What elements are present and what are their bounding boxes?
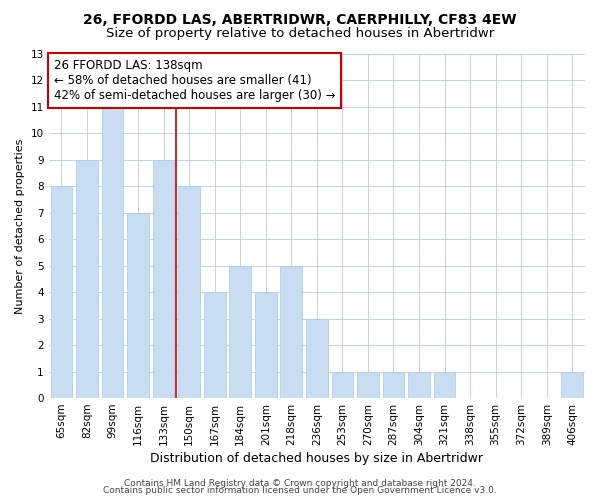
Bar (434, 372, 455, 398)
Text: Contains public sector information licensed under the Open Government Licence v3: Contains public sector information licen… (103, 486, 497, 495)
Bar (127, 213, 149, 398)
Bar (50, 186, 72, 398)
Bar (306, 318, 328, 398)
Bar (204, 292, 226, 398)
Text: 26, FFORDD LAS, ABERTRIDWR, CAERPHILLY, CF83 4EW: 26, FFORDD LAS, ABERTRIDWR, CAERPHILLY, … (83, 12, 517, 26)
Bar (408, 372, 430, 398)
Bar (332, 372, 353, 398)
Bar (280, 266, 302, 398)
Bar (357, 372, 379, 398)
Text: Contains HM Land Registry data © Crown copyright and database right 2024.: Contains HM Land Registry data © Crown c… (124, 478, 476, 488)
Y-axis label: Number of detached properties: Number of detached properties (15, 138, 25, 314)
Bar (383, 372, 404, 398)
Bar (178, 186, 200, 398)
X-axis label: Distribution of detached houses by size in Abertridwr: Distribution of detached houses by size … (151, 452, 484, 465)
Bar (229, 266, 251, 398)
Bar (101, 107, 124, 398)
Bar (562, 372, 583, 398)
Bar (153, 160, 175, 398)
Text: Size of property relative to detached houses in Abertridwr: Size of property relative to detached ho… (106, 28, 494, 40)
Text: 26 FFORDD LAS: 138sqm
← 58% of detached houses are smaller (41)
42% of semi-deta: 26 FFORDD LAS: 138sqm ← 58% of detached … (54, 59, 335, 102)
Bar (76, 160, 98, 398)
Bar (255, 292, 277, 398)
